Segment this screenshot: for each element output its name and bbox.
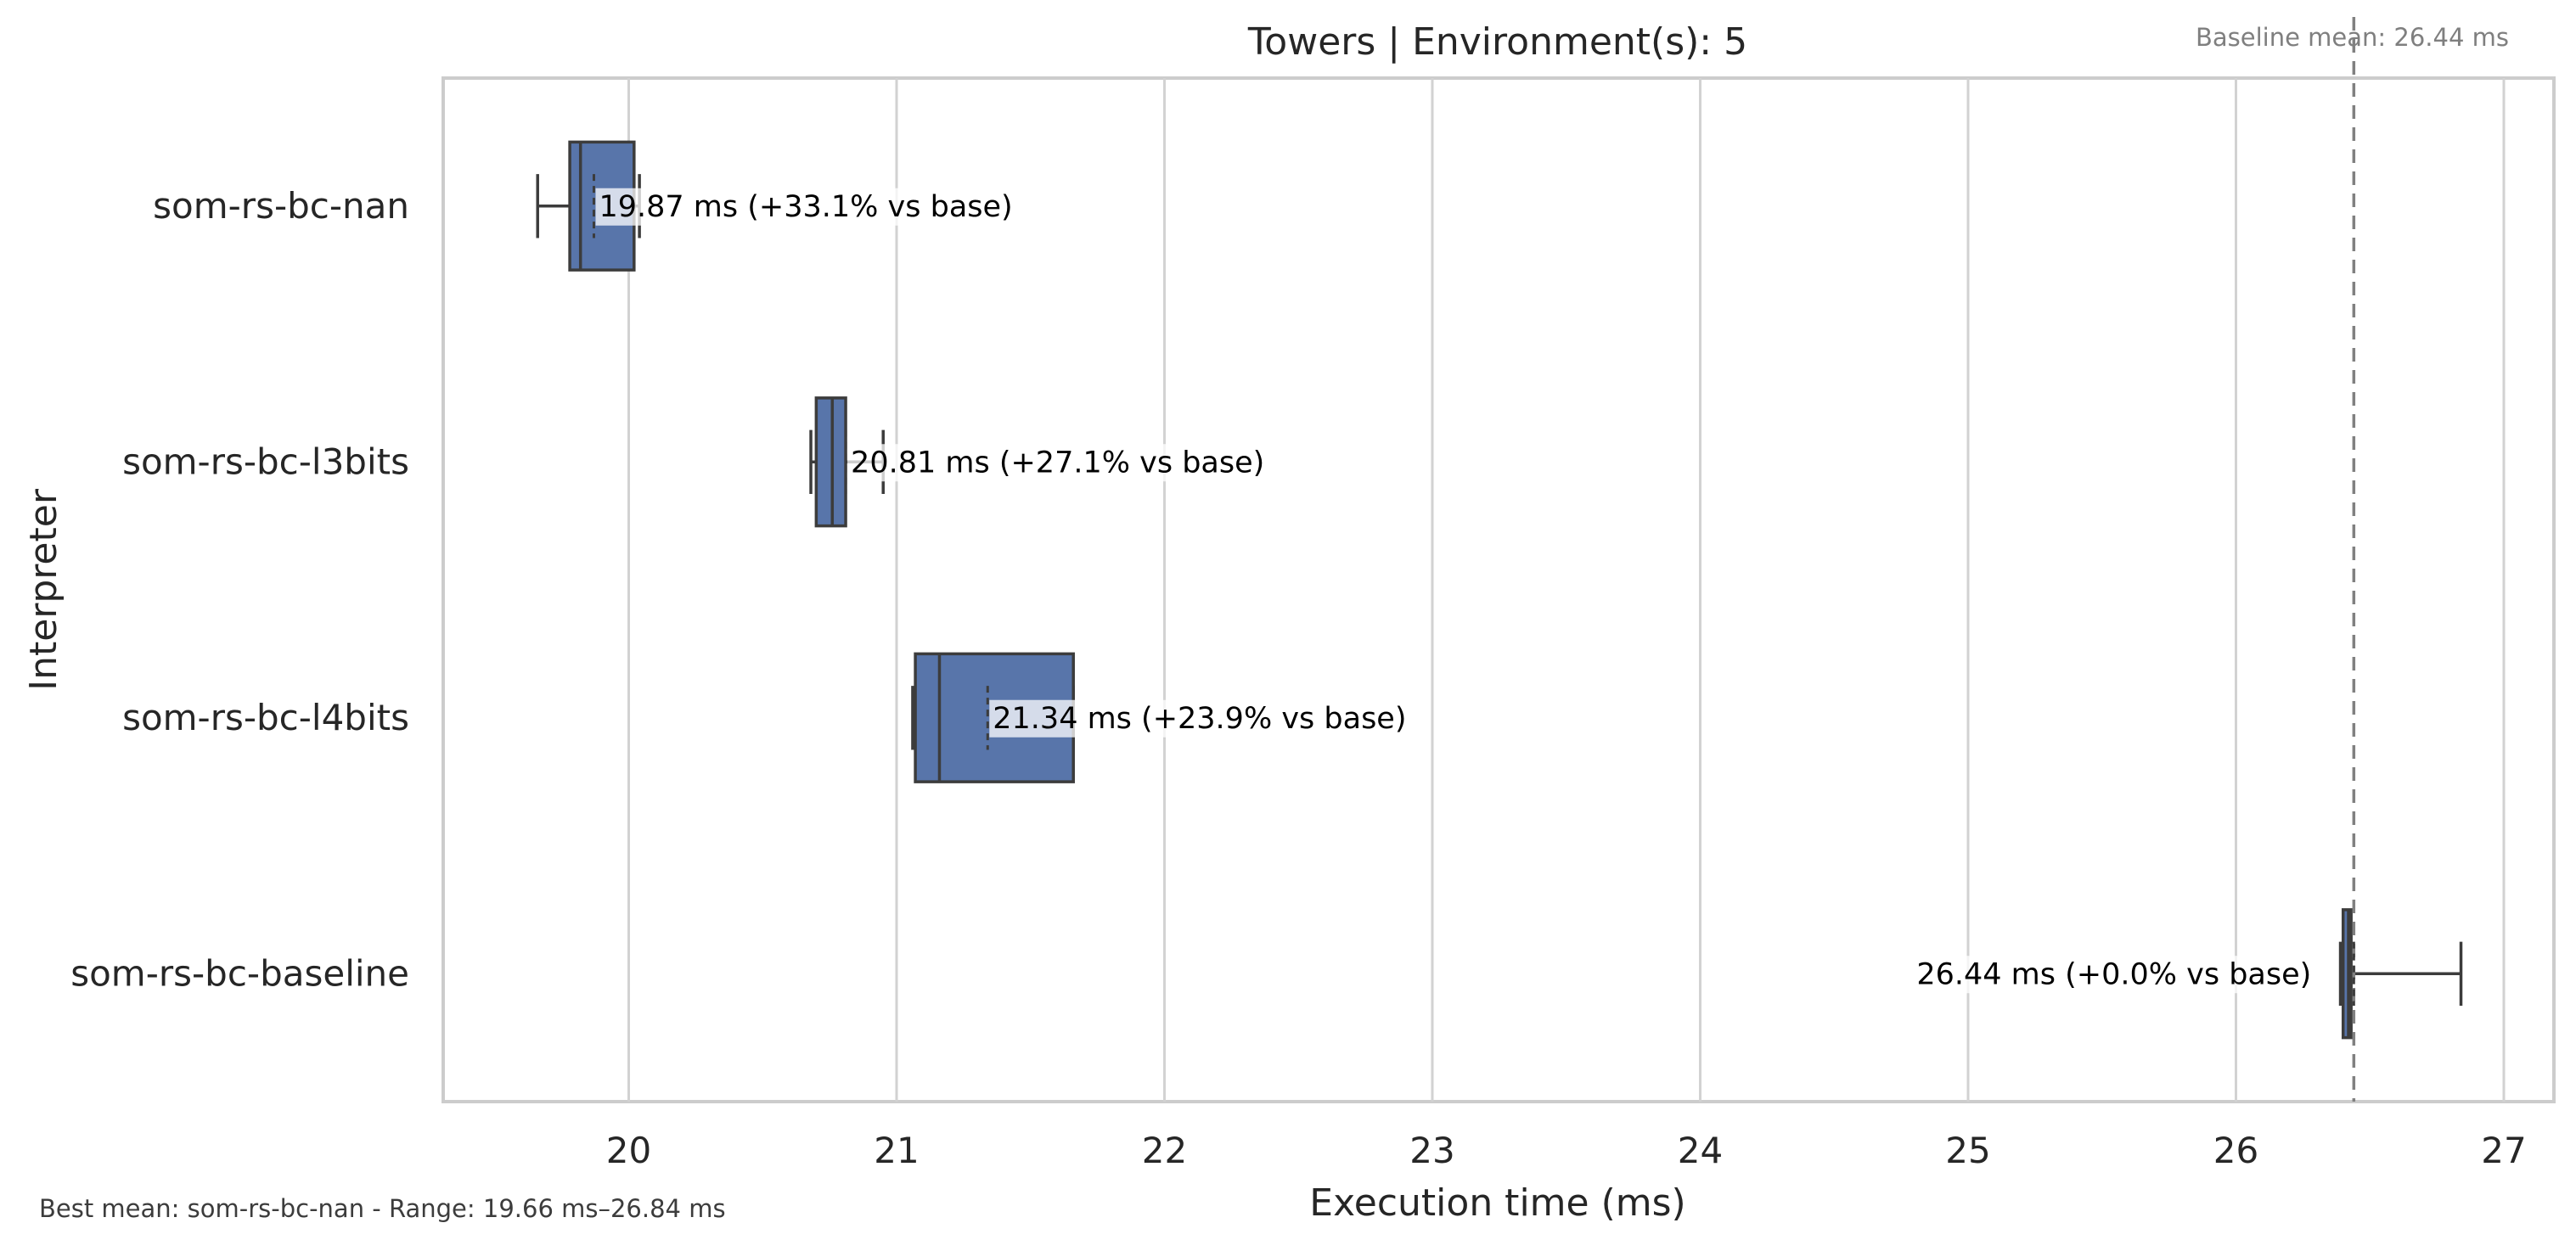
annotation-background bbox=[595, 188, 1016, 226]
mean-annotations: 19.87 ms (+33.1% vs base) 20.81 ms (+27.1… bbox=[592, 174, 2355, 1006]
x-axis-label: Execution time (ms) bbox=[1309, 1181, 1685, 1225]
box-series bbox=[536, 140, 2463, 1040]
x-tick-label: 25 bbox=[1945, 1130, 1990, 1171]
y-category-labels: som-rs-bc-nan som-rs-bc-l3bits som-rs-bc-l… bbox=[70, 185, 409, 995]
mean-annotation: 26.44 ms (+0.0% vs base) bbox=[1913, 941, 2355, 1006]
x-tick-label: 24 bbox=[1678, 1130, 1723, 1171]
x-tick-label: 21 bbox=[874, 1130, 919, 1171]
annotation-background bbox=[1913, 956, 2315, 994]
mean-annotation-text: 20.81 ms (+27.1% vs base) bbox=[851, 446, 1264, 480]
mean-annotation: 20.81 ms (+27.1% vs base) bbox=[844, 429, 1268, 494]
mean-annotation-text: 21.34 ms (+23.9% vs base) bbox=[993, 702, 1406, 736]
x-tick-label: 27 bbox=[2481, 1130, 2526, 1171]
y-category-label: som-rs-bc-l3bits bbox=[122, 440, 409, 482]
y-category-label: som-rs-bc-l4bits bbox=[122, 697, 409, 738]
x-tick-label: 23 bbox=[1409, 1130, 1454, 1171]
grid-lines bbox=[627, 78, 2506, 1102]
mean-annotation-text: 19.87 ms (+33.1% vs base) bbox=[599, 190, 1012, 224]
mean-annotation-text: 26.44 ms (+0.0% vs base) bbox=[1916, 957, 2311, 991]
x-tick-label: 26 bbox=[2213, 1130, 2258, 1171]
x-tick-label: 22 bbox=[1142, 1130, 1187, 1171]
x-tick-labels: 20 21 22 23 24 25 26 27 bbox=[606, 1130, 2527, 1171]
box-group bbox=[809, 396, 885, 528]
footer-note: Best mean: som-rs-bc-nan - Range: 19.66 … bbox=[39, 1194, 726, 1223]
y-category-label: som-rs-bc-baseline bbox=[70, 952, 409, 994]
baseline-mean-label: Baseline mean: 26.44 ms bbox=[2196, 23, 2509, 52]
annotation-background bbox=[989, 699, 1410, 738]
box-group bbox=[2338, 908, 2463, 1040]
y-category-label: som-rs-bc-nan bbox=[153, 185, 409, 227]
plot-area-frame bbox=[442, 76, 2556, 1103]
mean-annotation: 21.34 ms (+23.9% vs base) bbox=[986, 686, 1410, 750]
y-axis-label: Interpreter bbox=[22, 488, 65, 691]
annotation-background bbox=[847, 444, 1268, 482]
x-tick-label: 20 bbox=[606, 1130, 651, 1171]
mean-annotation: 19.87 ms (+33.1% vs base) bbox=[592, 174, 1016, 238]
chart-title: Towers | Environment(s): 5 bbox=[1247, 20, 1747, 64]
